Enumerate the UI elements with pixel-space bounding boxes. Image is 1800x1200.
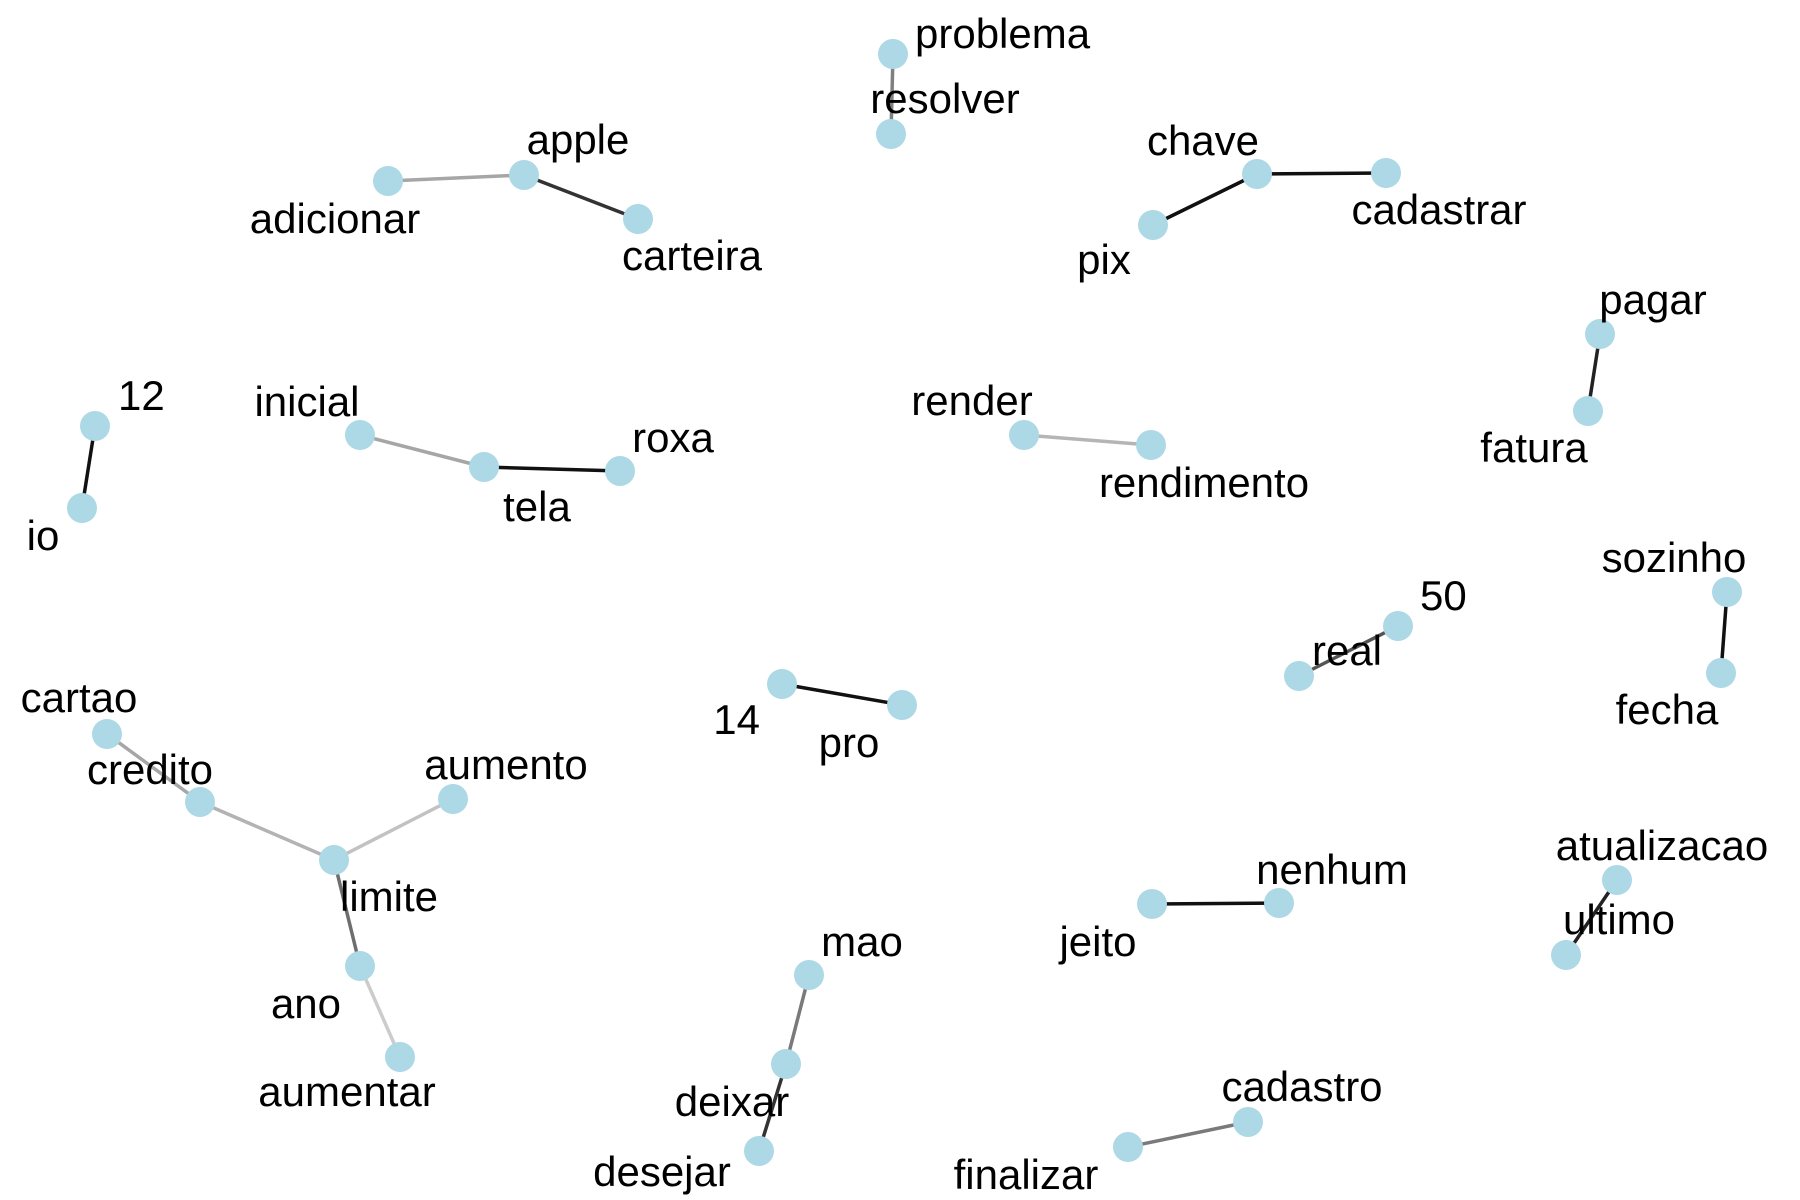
edge-mao-deixar — [784, 973, 811, 1066]
node-real — [1284, 661, 1314, 691]
node-14 — [767, 669, 797, 699]
node-50 — [1383, 611, 1413, 641]
node-aumento — [438, 784, 468, 814]
node-label-pix: pix — [1077, 236, 1131, 283]
node-inicial — [345, 420, 375, 450]
edge-credito-limite — [198, 800, 336, 862]
node-atualizacao — [1602, 865, 1632, 895]
edge-finalizar-cadastro — [1126, 1120, 1250, 1149]
node-roxa — [605, 456, 635, 486]
node-label-desejar: desejar — [593, 1148, 731, 1195]
node-mao — [794, 960, 824, 990]
node-label-adicionar: adicionar — [250, 195, 420, 242]
edge-pix-chave — [1151, 172, 1259, 227]
node-cartao — [92, 719, 122, 749]
node-label-rendimento: rendimento — [1099, 459, 1309, 506]
edge-inicial-tela — [358, 433, 486, 469]
node-label-io: io — [27, 512, 60, 559]
node-label-sozinho: sozinho — [1602, 534, 1747, 581]
edge-chave-cadastrar — [1255, 171, 1388, 176]
node-label-atualizacao: atualizacao — [1556, 822, 1768, 869]
node-label-carteira: carteira — [622, 232, 763, 279]
node-label-limite: limite — [340, 873, 438, 920]
node-label-cartao: cartao — [21, 674, 138, 721]
node-render — [1009, 420, 1039, 450]
node-label-pagar: pagar — [1599, 276, 1706, 323]
node-label-resolver: resolver — [870, 75, 1019, 122]
node-label-real: real — [1312, 627, 1382, 674]
edge-jeito-nenhum — [1150, 901, 1281, 906]
node-label-finalizar: finalizar — [954, 1151, 1099, 1198]
node-limite — [319, 845, 349, 875]
node-label-render: render — [911, 377, 1032, 424]
edge-cartao-credito — [105, 732, 202, 804]
node-label-deixar: deixar — [675, 1078, 789, 1125]
node-resolver — [876, 119, 906, 149]
node-label-nenhum: nenhum — [1256, 846, 1408, 893]
node-ano — [345, 951, 375, 981]
node-label-aumento: aumento — [424, 741, 587, 788]
node-pagar — [1585, 319, 1615, 349]
node-credito — [185, 787, 215, 817]
node-label-ano: ano — [271, 980, 341, 1027]
edge-adicionar-apple — [386, 173, 526, 183]
node-label-fatura: fatura — [1480, 424, 1588, 471]
node-label-aumentar: aumentar — [258, 1068, 435, 1115]
node-pix — [1138, 210, 1168, 240]
node-label-cadastro: cadastro — [1221, 1063, 1382, 1110]
edge-deixar-desejar — [757, 1062, 788, 1153]
node-label-roxa: roxa — [632, 414, 714, 461]
node-label-ultimo: ultimo — [1563, 896, 1675, 943]
node-label-pro: pro — [819, 719, 880, 766]
node-chave — [1242, 159, 1272, 189]
edge-atualizacao-ultimo — [1564, 878, 1619, 957]
node-jeito — [1137, 889, 1167, 919]
node-label-inicial: inicial — [254, 378, 359, 425]
node-cadastrar — [1371, 158, 1401, 188]
node-deixar — [771, 1049, 801, 1079]
node-label-problema: problema — [915, 10, 1091, 57]
edge-limite-ano — [332, 858, 362, 968]
node-label-apple: apple — [527, 116, 630, 163]
node-fecha — [1706, 658, 1736, 688]
node-label-chave: chave — [1147, 117, 1259, 164]
node-apple — [509, 160, 539, 190]
node-fatura — [1573, 396, 1603, 426]
node-carteira — [623, 204, 653, 234]
edge-limite-aumento — [332, 797, 455, 862]
node-sozinho — [1712, 577, 1742, 607]
node-12 — [80, 411, 110, 441]
edge-render-rendimento — [1022, 433, 1153, 447]
node-adicionar — [373, 166, 403, 196]
node-label-jeito: jeito — [1057, 918, 1136, 965]
node-ultimo — [1551, 940, 1581, 970]
node-label-cadastrar: cadastrar — [1351, 186, 1526, 233]
node-desejar — [744, 1136, 774, 1166]
node-label-fecha: fecha — [1616, 686, 1719, 733]
node-cadastro — [1233, 1107, 1263, 1137]
node-problema — [878, 39, 908, 69]
node-tela — [469, 452, 499, 482]
node-rendimento — [1136, 430, 1166, 460]
node-label-mao: mao — [821, 918, 903, 965]
node-finalizar — [1113, 1132, 1143, 1162]
node-label-50: 50 — [1420, 572, 1467, 619]
edge-apple-carteira — [522, 173, 640, 221]
node-aumentar — [385, 1042, 415, 1072]
node-io — [67, 493, 97, 523]
node-label-credito: credito — [87, 746, 213, 793]
node-pro — [887, 690, 917, 720]
node-label-14: 14 — [713, 696, 760, 743]
nodes-layer — [67, 39, 1742, 1166]
labels-layer: problema resolver apple adicionar carteira ch… — [21, 10, 1769, 1198]
edge-ano-aumentar — [358, 964, 402, 1059]
node-label-tela: tela — [503, 483, 571, 530]
node-nenhum — [1264, 888, 1294, 918]
edge-real-50 — [1297, 624, 1400, 678]
edge-14-pro — [780, 682, 904, 707]
node-label-12: 12 — [118, 372, 165, 419]
edge-tela-roxa — [482, 465, 622, 473]
